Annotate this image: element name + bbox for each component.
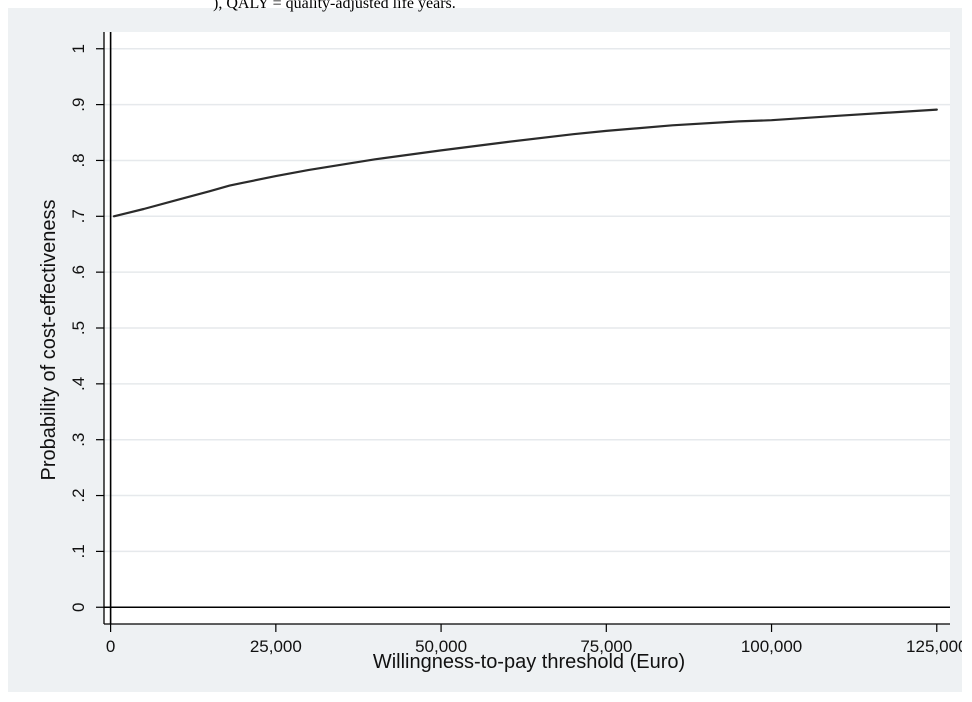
y-tick-label-7: .7	[69, 209, 88, 223]
x-tick-label-4: 100,000	[741, 637, 802, 656]
y-tick-label-4: .4	[69, 377, 88, 391]
x-tick-label-0: 0	[106, 637, 115, 656]
y-tick-label-10: 1	[69, 44, 88, 53]
x-axis-title: Willingness-to-pay threshold (Euro)	[373, 651, 685, 673]
y-tick-label-1: .1	[69, 544, 88, 558]
y-tick-label-2: .2	[69, 488, 88, 502]
y-tick-label-9: .9	[69, 98, 88, 112]
y-axis-title: Probability of cost-effectiveness	[38, 200, 60, 481]
y-tick-label-5: .5	[69, 321, 88, 335]
y-tick-label-0: 0	[69, 603, 88, 612]
y-tick-label-3: .3	[69, 433, 88, 447]
y-tick-label-8: .8	[69, 153, 88, 167]
y-ticks: 0 .1 .2 .3 .4 .5 .6 .7 .8 .9 1	[69, 44, 104, 612]
chart-svg: 0 25,000 50,000 75,000 100,000 125,000 0.1.2.…	[8, 8, 962, 692]
x-tick-label-1: 25,000	[250, 637, 302, 656]
y-tick-label-6: .6	[69, 265, 88, 279]
x-tick-label-5: 125,000	[906, 637, 962, 656]
chart-frame: ), QALY = quality-adjusted life years. 0…	[8, 8, 962, 692]
